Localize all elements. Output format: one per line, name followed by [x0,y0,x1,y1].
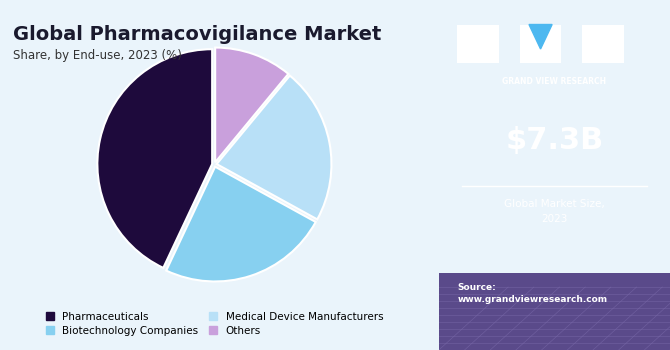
Legend: Pharmaceuticals, Biotechnology Companies, Medical Device Manufacturers, Others: Pharmaceuticals, Biotechnology Companies… [42,308,387,340]
Wedge shape [97,49,212,268]
Polygon shape [529,25,552,49]
Text: Source:
www.grandviewresearch.com: Source: www.grandviewresearch.com [458,284,608,304]
Text: Global Market Size,
2023: Global Market Size, 2023 [504,199,605,224]
Text: Share, by End-use, 2023 (%): Share, by End-use, 2023 (%) [13,49,182,62]
Text: $7.3B: $7.3B [505,126,604,154]
Wedge shape [215,48,288,162]
Text: Global Pharmacovigilance Market: Global Pharmacovigilance Market [13,25,382,43]
FancyBboxPatch shape [458,25,499,63]
Wedge shape [166,167,316,281]
Text: GRAND VIEW RESEARCH: GRAND VIEW RESEARCH [502,77,606,86]
FancyBboxPatch shape [520,25,561,63]
FancyBboxPatch shape [582,25,624,63]
Wedge shape [216,76,332,219]
FancyBboxPatch shape [439,273,670,350]
